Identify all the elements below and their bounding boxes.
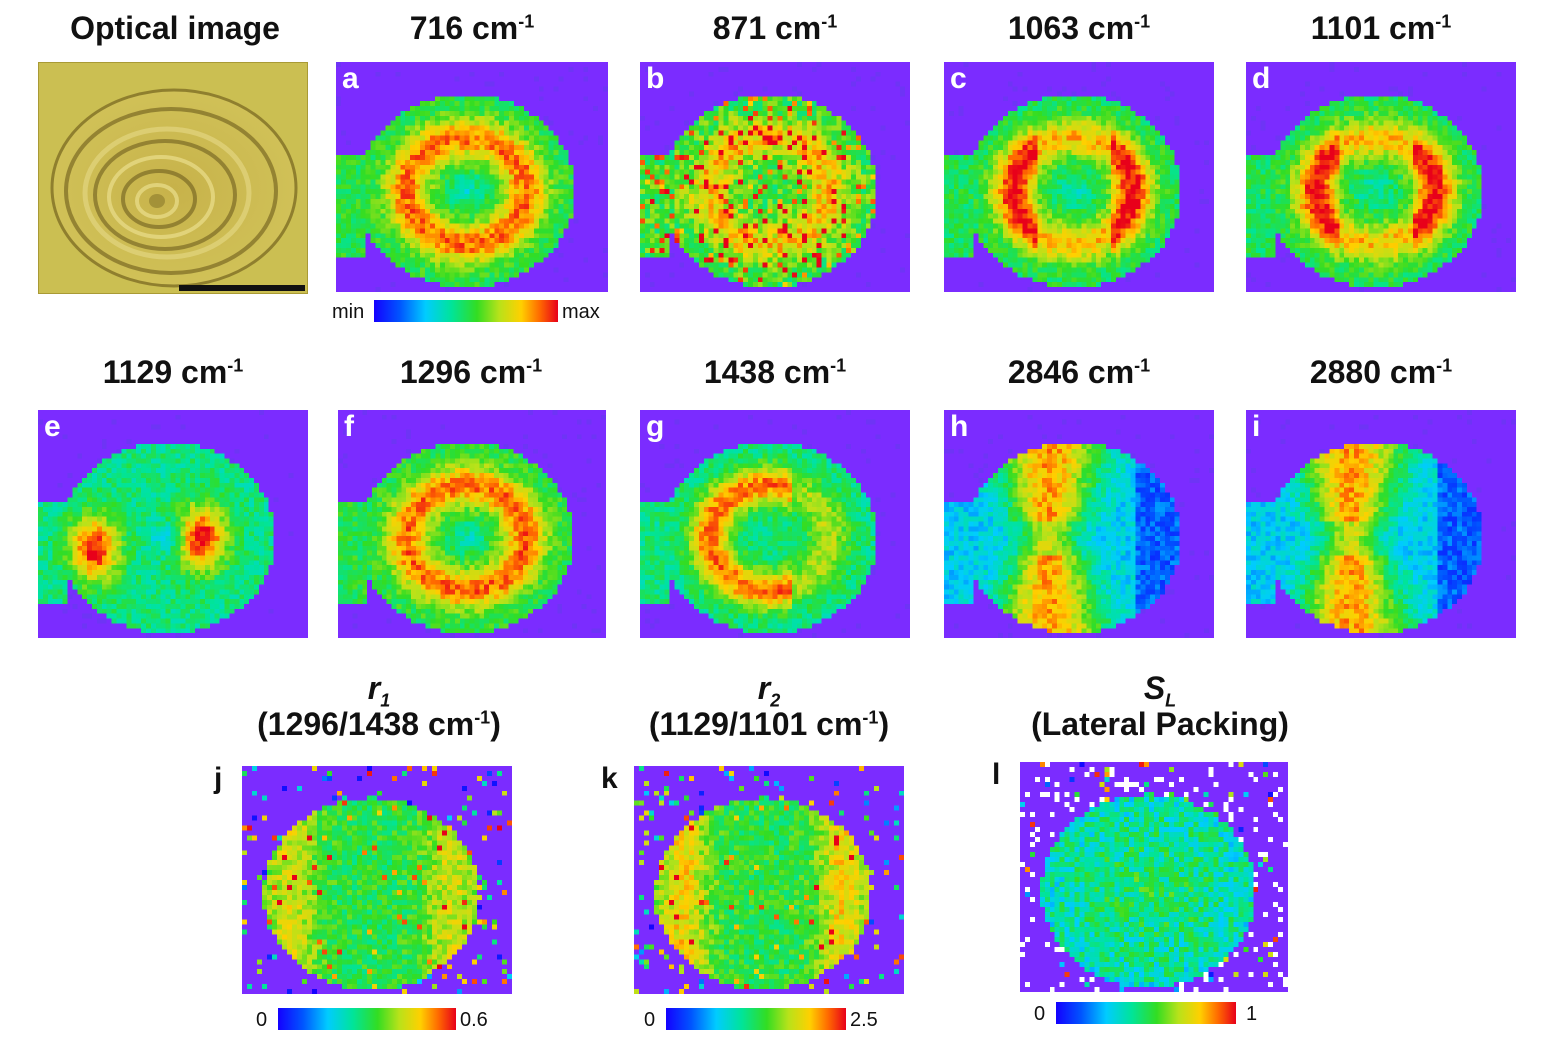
- colorbar-l-max: 1: [1246, 1003, 1258, 1025]
- scale-bar: [179, 285, 305, 291]
- colorbar-j: [278, 1008, 456, 1030]
- raman-map-e: [38, 410, 308, 638]
- colorbar-max-label: max: [562, 301, 600, 323]
- panel-letter-c: c: [950, 62, 967, 95]
- panel-l-title: SL (Lateral Packing): [1031, 670, 1289, 742]
- panel-letter-g: g: [646, 410, 665, 443]
- panel-k-title: r2 (1129/1101 cm-1): [648, 670, 890, 742]
- panel-i-title: 2880 cm-1: [1309, 354, 1453, 390]
- panel-e: e: [38, 410, 308, 638]
- panel-f: f: [338, 410, 606, 638]
- panel-i: i: [1246, 410, 1516, 638]
- panel-letter-h: h: [950, 410, 969, 443]
- colorbar-min-label: min: [332, 301, 365, 323]
- panel-j-title: r1 (1296/1438 cm-1): [257, 670, 501, 742]
- raman-map-h: [944, 410, 1214, 638]
- raman-map-c: [944, 62, 1214, 292]
- panel-k: [634, 766, 904, 994]
- colorbar-j-min: 0: [256, 1009, 268, 1031]
- panel-b-title: 871 cm-1: [712, 10, 838, 46]
- panel-letter-a: a: [342, 62, 359, 95]
- ratio-map-k: [634, 766, 904, 994]
- panel-j: [242, 766, 512, 994]
- raman-map-f: [338, 410, 606, 638]
- panel-b: b: [640, 62, 910, 292]
- raman-map-b: [640, 62, 910, 292]
- panel-g-title: 1438 cm-1: [703, 354, 847, 390]
- optical-image-title: Optical image: [70, 10, 280, 46]
- colorbar-j-max: 0.6: [460, 1009, 488, 1031]
- panel-f-title: 1296 cm-1: [399, 354, 543, 390]
- panel-g: g: [640, 410, 910, 638]
- colorbar-k-min: 0: [644, 1009, 656, 1031]
- panel-letter-k: k: [601, 762, 618, 795]
- panel-l: [1020, 762, 1288, 992]
- panel-a: a: [336, 62, 608, 292]
- raman-map-d: [1246, 62, 1516, 292]
- optical-image: [38, 62, 308, 294]
- panel-c-title: 1063 cm-1: [1007, 10, 1151, 46]
- raman-map-g: [640, 410, 910, 638]
- colorbar-l: [1056, 1002, 1236, 1024]
- panel-d: d: [1246, 62, 1516, 292]
- panel-letter-f: f: [344, 410, 354, 443]
- colorbar-k: [666, 1008, 846, 1030]
- optical-micrograph: [39, 63, 307, 293]
- raman-map-i: [1246, 410, 1516, 638]
- panel-letter-j: j: [214, 762, 223, 795]
- raman-map-a: [336, 62, 608, 292]
- ratio-map-l: [1020, 762, 1288, 992]
- panel-h: h: [944, 410, 1214, 638]
- panel-letter-e: e: [44, 410, 61, 443]
- panel-h-title: 2846 cm-1: [1007, 354, 1151, 390]
- panel-letter-l: l: [992, 758, 1001, 791]
- panel-a-title: 716 cm-1: [409, 10, 535, 46]
- panel-letter-b: b: [646, 62, 665, 95]
- colorbar-intensity: [374, 300, 558, 322]
- panel-letter-d: d: [1252, 62, 1271, 95]
- colorbar-l-min: 0: [1034, 1003, 1046, 1025]
- panel-e-title: 1129 cm-1: [102, 354, 244, 390]
- panel-c: c: [944, 62, 1214, 292]
- panel-d-title: 1101 cm-1: [1310, 10, 1452, 46]
- panel-letter-i: i: [1252, 410, 1261, 443]
- colorbar-k-max: 2.5: [850, 1009, 878, 1031]
- ratio-map-j: [242, 766, 512, 994]
